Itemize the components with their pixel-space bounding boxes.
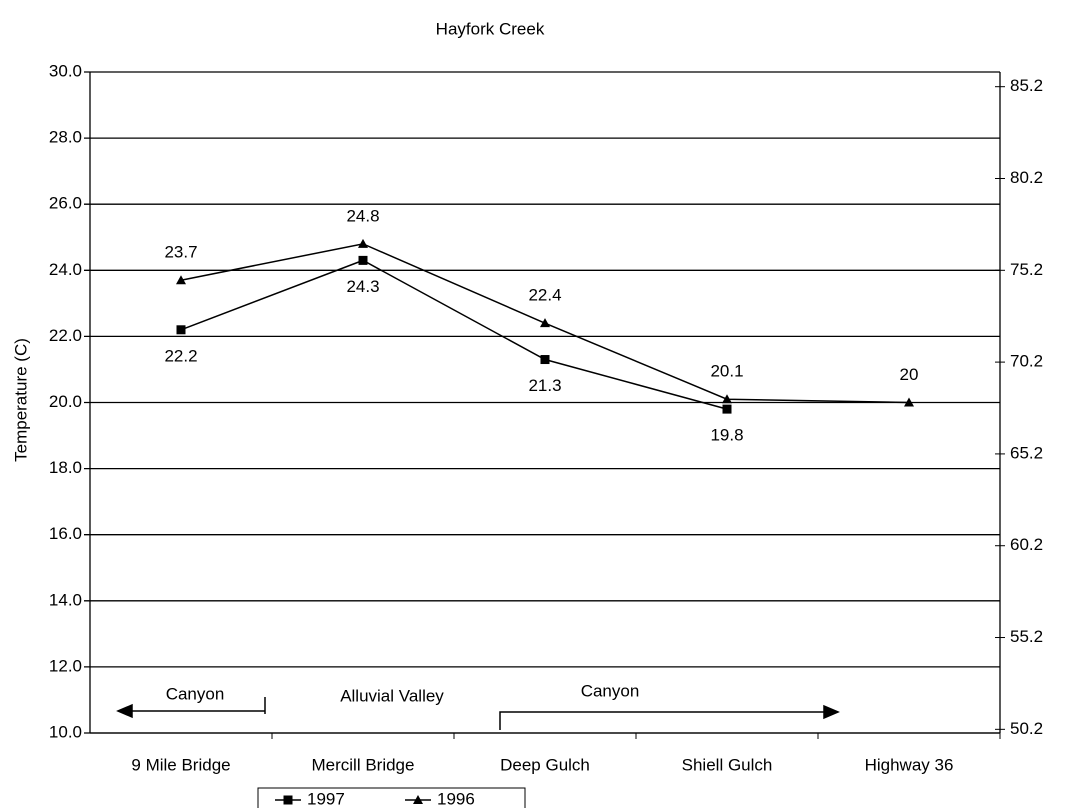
annotation: Canyon — [166, 684, 225, 703]
marker — [413, 795, 423, 804]
annotation-arrows — [116, 697, 840, 730]
y-tick-label: 28.0 — [49, 128, 82, 147]
y-tick-label: 22.0 — [49, 326, 82, 345]
y-tick-label: 16.0 — [49, 524, 82, 543]
y2-tick-label: 85.2 — [1010, 76, 1043, 95]
x-tick-label: 9 Mile Bridge — [131, 755, 230, 774]
chart-title: Hayfork Creek — [436, 19, 545, 38]
y-tick-label: 26.0 — [49, 194, 82, 213]
legend-label: 1996 — [437, 789, 475, 808]
marker — [540, 318, 550, 328]
y2-tick-label: 60.2 — [1010, 535, 1043, 554]
y2-tick-label: 50.2 — [1010, 719, 1043, 738]
y-tick-label: 30.0 — [49, 61, 82, 80]
y2-tick-label: 55.2 — [1010, 627, 1043, 646]
marker — [358, 255, 368, 265]
x-tick-label: Highway 36 — [865, 755, 954, 774]
legend-label: 1997 — [307, 789, 345, 808]
data-label: 20 — [900, 365, 919, 384]
y-tick-label: 18.0 — [49, 458, 82, 477]
y-tick-label: 24.0 — [49, 260, 82, 279]
data-label: 24.3 — [346, 277, 379, 296]
y-axis-label: Temperature (C) — [11, 338, 30, 462]
y2-tick-label: 65.2 — [1010, 443, 1043, 462]
series-line — [180, 259, 728, 410]
data-label: 21.3 — [528, 376, 561, 395]
data-label: 24.8 — [346, 206, 379, 225]
annotation: Alluvial Valley — [340, 686, 444, 705]
data-label: 22.2 — [164, 346, 197, 365]
x-tick-label: Deep Gulch — [500, 755, 590, 774]
y-tick-label: 10.0 — [49, 722, 82, 741]
data-label: 19.8 — [710, 426, 743, 445]
marker — [722, 404, 732, 414]
marker — [358, 238, 368, 248]
y-tick-label: 14.0 — [49, 590, 82, 609]
y-tick-label: 12.0 — [49, 656, 82, 675]
legend-box — [257, 787, 526, 808]
marker — [176, 325, 186, 335]
marker — [540, 355, 550, 365]
marker — [904, 397, 914, 407]
y2-tick-label: 75.2 — [1010, 260, 1043, 279]
marker — [283, 795, 293, 805]
data-label: 20.1 — [710, 362, 743, 381]
data-label: 22.4 — [528, 286, 561, 305]
data-label: 23.7 — [164, 243, 197, 262]
marker — [176, 275, 186, 285]
y2-tick-label: 70.2 — [1010, 352, 1043, 371]
y-tick-label: 20.0 — [49, 392, 82, 411]
marker — [722, 394, 732, 404]
x-tick-label: Shiell Gulch — [682, 755, 773, 774]
x-tick-label: Mercill Bridge — [312, 755, 415, 774]
annotation: Canyon — [581, 681, 640, 700]
y2-tick-label: 80.2 — [1010, 168, 1043, 187]
